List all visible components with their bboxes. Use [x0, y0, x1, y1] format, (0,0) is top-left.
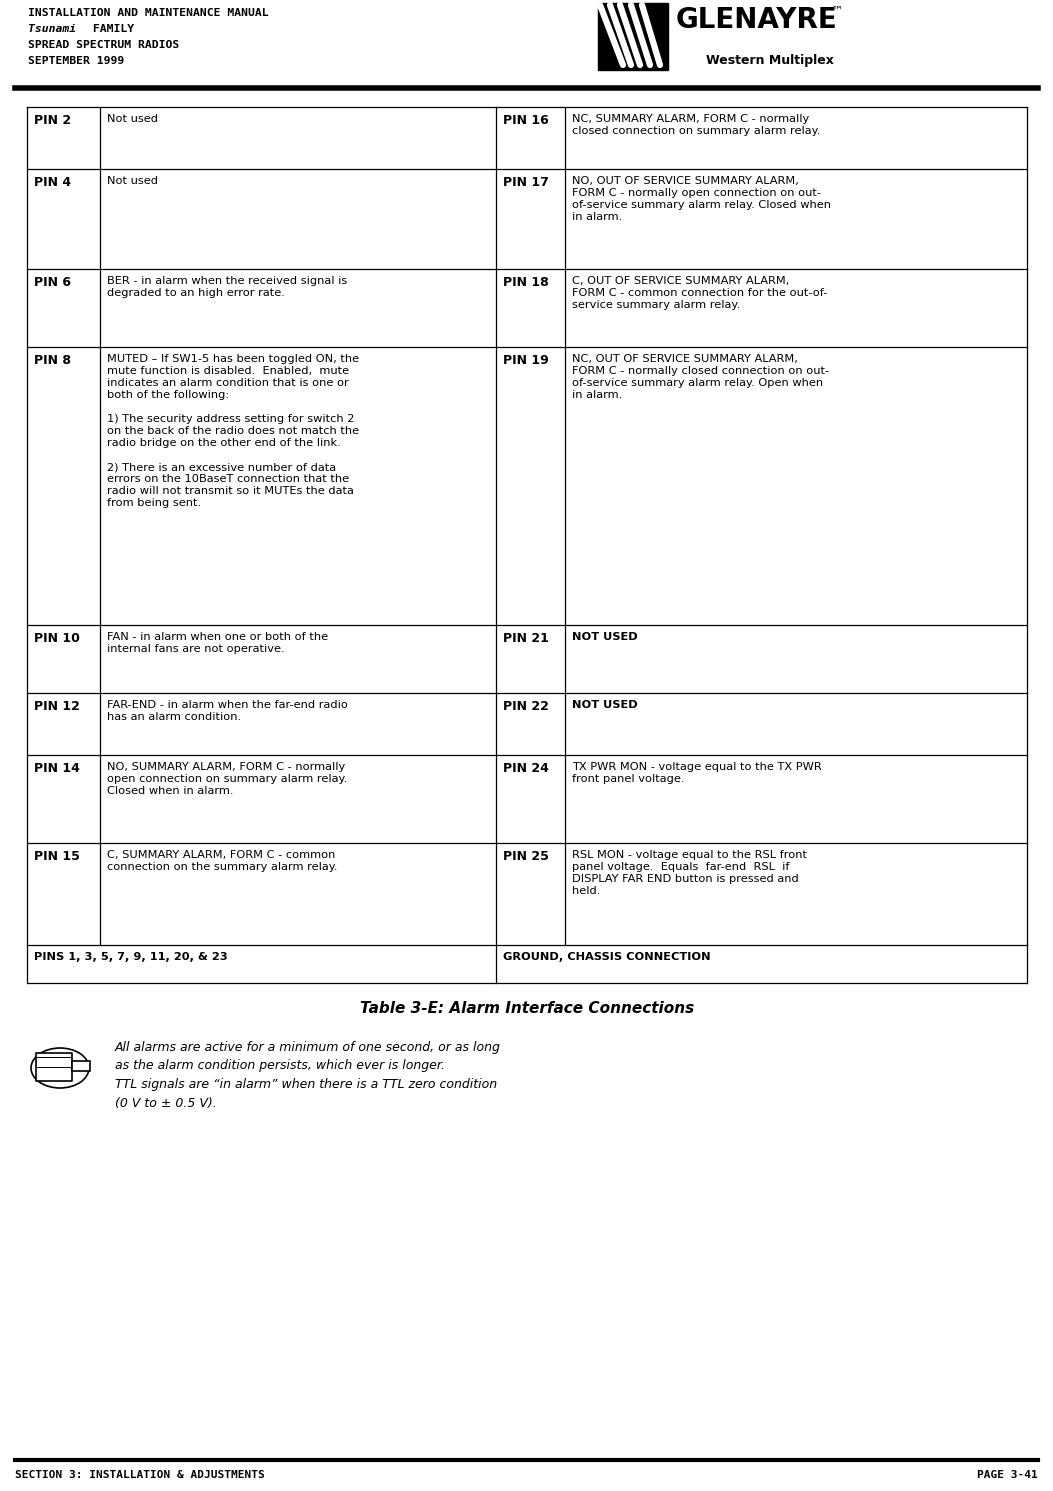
Text: PIN 4: PIN 4: [34, 176, 72, 189]
Text: C, OUT OF SERVICE SUMMARY ALARM,
FORM C - common connection for the out-of-
serv: C, OUT OF SERVICE SUMMARY ALARM, FORM C …: [572, 276, 828, 310]
Text: RSL MON - voltage equal to the RSL front
panel voltage.  Equals  far-end  RSL  i: RSL MON - voltage equal to the RSL front…: [572, 850, 807, 896]
Text: Table 3-E: Alarm Interface Connections: Table 3-E: Alarm Interface Connections: [360, 1000, 694, 1015]
Text: NOT USED: NOT USED: [572, 699, 638, 710]
Polygon shape: [598, 3, 668, 70]
Text: INSTALLATION AND MAINTENANCE MANUAL: INSTALLATION AND MAINTENANCE MANUAL: [28, 7, 269, 18]
Text: Western Multiplex: Western Multiplex: [706, 54, 834, 67]
Text: TX PWR MON - voltage equal to the TX PWR
front panel voltage.: TX PWR MON - voltage equal to the TX PWR…: [572, 762, 821, 784]
Text: PIN 17: PIN 17: [503, 176, 549, 189]
Text: PIN 15: PIN 15: [34, 850, 80, 863]
Text: PIN 18: PIN 18: [503, 276, 549, 289]
Text: MUTED – If SW1-5 has been toggled ON, the
mute function is disabled.  Enabled,  : MUTED – If SW1-5 has been toggled ON, th…: [107, 353, 359, 508]
Text: PIN 12: PIN 12: [34, 699, 80, 713]
Text: GROUND, CHASSIS CONNECTION: GROUND, CHASSIS CONNECTION: [503, 951, 711, 962]
Bar: [72, 1062, 90, 1071]
Text: PIN 24: PIN 24: [503, 762, 549, 775]
Text: All alarms are active for a minimum of one second, or as long
as the alarm condi: All alarms are active for a minimum of o…: [115, 1041, 501, 1109]
Text: C, SUMMARY ALARM, FORM C - common
connection on the summary alarm relay.: C, SUMMARY ALARM, FORM C - common connec…: [107, 850, 338, 872]
Text: SEPTEMBER 1999: SEPTEMBER 1999: [28, 57, 124, 66]
Text: PIN 21: PIN 21: [503, 632, 549, 646]
Text: PIN 6: PIN 6: [34, 276, 71, 289]
Text: FAN - in alarm when one or both of the
internal fans are not operative.: FAN - in alarm when one or both of the i…: [107, 632, 329, 655]
Text: NO, OUT OF SERVICE SUMMARY ALARM,
FORM C - normally open connection on out-
of-s: NO, OUT OF SERVICE SUMMARY ALARM, FORM C…: [572, 176, 831, 222]
Text: PIN 14: PIN 14: [34, 762, 80, 775]
Text: FAMILY: FAMILY: [86, 24, 134, 34]
Text: PINS 1, 3, 5, 7, 9, 11, 20, & 23: PINS 1, 3, 5, 7, 9, 11, 20, & 23: [34, 951, 227, 962]
Text: NO, SUMMARY ALARM, FORM C - normally
open connection on summary alarm relay.
Clo: NO, SUMMARY ALARM, FORM C - normally ope…: [107, 762, 347, 796]
Text: GLENAYRE: GLENAYRE: [676, 6, 838, 34]
Text: Not used: Not used: [107, 113, 158, 124]
Text: PIN 19: PIN 19: [503, 353, 549, 367]
Text: PIN 2: PIN 2: [34, 113, 72, 127]
Text: PIN 16: PIN 16: [503, 113, 549, 127]
Text: Tsunami: Tsunami: [28, 24, 76, 34]
Text: BER - in alarm when the received signal is
degraded to an high error rate.: BER - in alarm when the received signal …: [107, 276, 347, 298]
Text: SPREAD SPECTRUM RADIOS: SPREAD SPECTRUM RADIOS: [28, 40, 179, 51]
Text: NC, OUT OF SERVICE SUMMARY ALARM,
FORM C - normally closed connection on out-
of: NC, OUT OF SERVICE SUMMARY ALARM, FORM C…: [572, 353, 829, 400]
Text: PIN 8: PIN 8: [34, 353, 71, 367]
Text: SECTION 3: INSTALLATION & ADJUSTMENTS: SECTION 3: INSTALLATION & ADJUSTMENTS: [15, 1470, 264, 1481]
Text: PIN 22: PIN 22: [503, 699, 549, 713]
Text: PAGE 3-41: PAGE 3-41: [977, 1470, 1038, 1481]
Bar: [36, 1053, 72, 1081]
Text: FAR-END - in alarm when the far-end radio
has an alarm condition.: FAR-END - in alarm when the far-end radi…: [107, 699, 347, 722]
Text: PIN 10: PIN 10: [34, 632, 80, 646]
Text: PIN 25: PIN 25: [503, 850, 549, 863]
Text: Not used: Not used: [107, 176, 158, 186]
Text: NC, SUMMARY ALARM, FORM C - normally
closed connection on summary alarm relay.: NC, SUMMARY ALARM, FORM C - normally clo…: [572, 113, 820, 136]
Text: ™: ™: [831, 6, 842, 16]
Text: NOT USED: NOT USED: [572, 632, 638, 643]
